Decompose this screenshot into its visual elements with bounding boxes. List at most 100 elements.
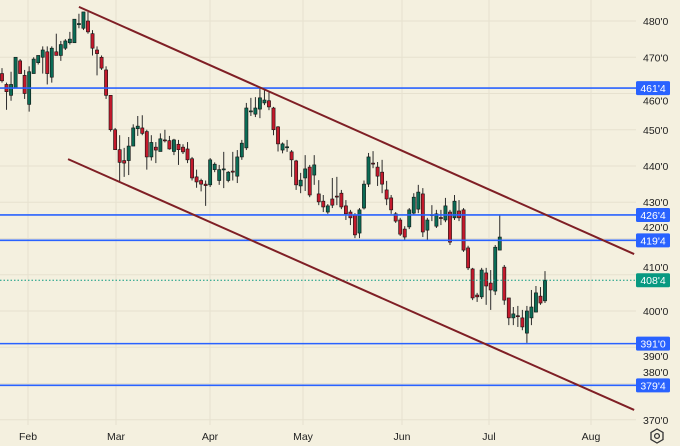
candle <box>534 285 538 313</box>
candle-body <box>502 266 507 301</box>
candle <box>416 184 421 214</box>
candle-body <box>122 160 127 164</box>
trend-lines <box>67 5 635 411</box>
candle-body <box>534 292 538 313</box>
candle <box>235 150 240 184</box>
candle <box>244 102 249 151</box>
candle-body <box>31 58 36 74</box>
candle-body <box>529 306 534 319</box>
candle-body <box>194 176 199 183</box>
candle-body <box>99 56 104 69</box>
candle-body <box>448 211 452 243</box>
candle <box>420 188 425 238</box>
candle <box>217 164 222 185</box>
y-tick-label: 470'0 <box>643 52 669 64</box>
candle-body <box>131 127 136 147</box>
candle-body <box>149 142 154 158</box>
candle <box>176 139 181 165</box>
candle-body <box>18 60 23 74</box>
candle-body <box>72 18 77 44</box>
candle-body <box>479 269 484 298</box>
candle-body <box>54 51 59 56</box>
candle <box>131 124 136 147</box>
candle <box>294 159 299 190</box>
candle <box>31 57 36 74</box>
candle <box>407 208 412 230</box>
candle-body <box>0 73 4 82</box>
price-label-text: 461'4 <box>640 83 666 95</box>
candle-body <box>343 205 348 215</box>
candle <box>484 267 489 305</box>
candle-body <box>470 268 475 299</box>
candle <box>502 264 507 305</box>
candle <box>95 46 99 76</box>
candle-body <box>199 180 204 185</box>
candle <box>4 82 9 110</box>
candle-body <box>321 200 326 208</box>
candle <box>429 205 434 222</box>
candle-body <box>13 56 18 89</box>
candle-body <box>271 107 276 131</box>
candle <box>239 139 244 160</box>
candle <box>194 169 199 188</box>
candle <box>117 135 122 183</box>
candle-body <box>86 20 90 33</box>
candle-body <box>497 236 502 251</box>
candle-body <box>439 217 443 219</box>
candle <box>45 46 50 85</box>
candle <box>9 71 13 101</box>
y-tick-label: 370'0 <box>643 415 669 427</box>
candle <box>113 127 118 150</box>
candle-body <box>22 75 27 94</box>
y-tick-label: 410'0 <box>643 262 669 274</box>
y-tick-label: 450'0 <box>643 125 669 137</box>
candle-body <box>253 107 258 115</box>
candle <box>543 271 547 304</box>
x-tick-label: Jun <box>394 431 411 443</box>
candle <box>280 142 285 154</box>
price-label-text: 408'4 <box>640 275 666 287</box>
candle-body <box>524 310 529 334</box>
candle-body <box>357 209 362 234</box>
candle <box>253 97 258 118</box>
candle-body <box>362 183 366 209</box>
candle <box>380 159 385 194</box>
gear-icon[interactable] <box>648 427 666 445</box>
candle <box>321 195 326 213</box>
candle <box>135 115 140 136</box>
candle-body <box>217 169 222 181</box>
price-label-box <box>636 233 670 248</box>
candle <box>40 46 45 74</box>
price-label-box <box>636 378 670 393</box>
candle-body <box>285 146 289 149</box>
candle-body <box>298 179 303 187</box>
price-label-box <box>636 273 670 288</box>
candle <box>389 195 394 214</box>
candle <box>312 155 317 185</box>
candle <box>144 129 149 170</box>
candle <box>493 245 498 296</box>
candle <box>271 106 276 136</box>
candle <box>90 30 95 56</box>
x-tick-label: May <box>293 431 314 443</box>
candle-body <box>515 315 520 318</box>
candle <box>36 55 41 65</box>
y-tick-label: 480'0 <box>643 16 669 28</box>
candle <box>457 200 461 222</box>
candle <box>258 88 262 119</box>
candle-body <box>380 171 385 185</box>
candle-body <box>511 313 516 319</box>
candle-body <box>407 209 412 228</box>
candle <box>303 155 308 192</box>
candle-body <box>226 171 231 181</box>
candle <box>316 180 321 206</box>
candle <box>466 245 470 271</box>
last-price-label: 408'4 <box>636 273 670 288</box>
candle-body <box>9 84 13 96</box>
candle-body <box>334 195 339 198</box>
price-labels: 461'4 426'4 419'4 391'0 379'4 408'4 <box>636 81 670 393</box>
candle <box>298 172 303 194</box>
candle-body <box>108 95 113 131</box>
candle-body <box>267 100 271 108</box>
